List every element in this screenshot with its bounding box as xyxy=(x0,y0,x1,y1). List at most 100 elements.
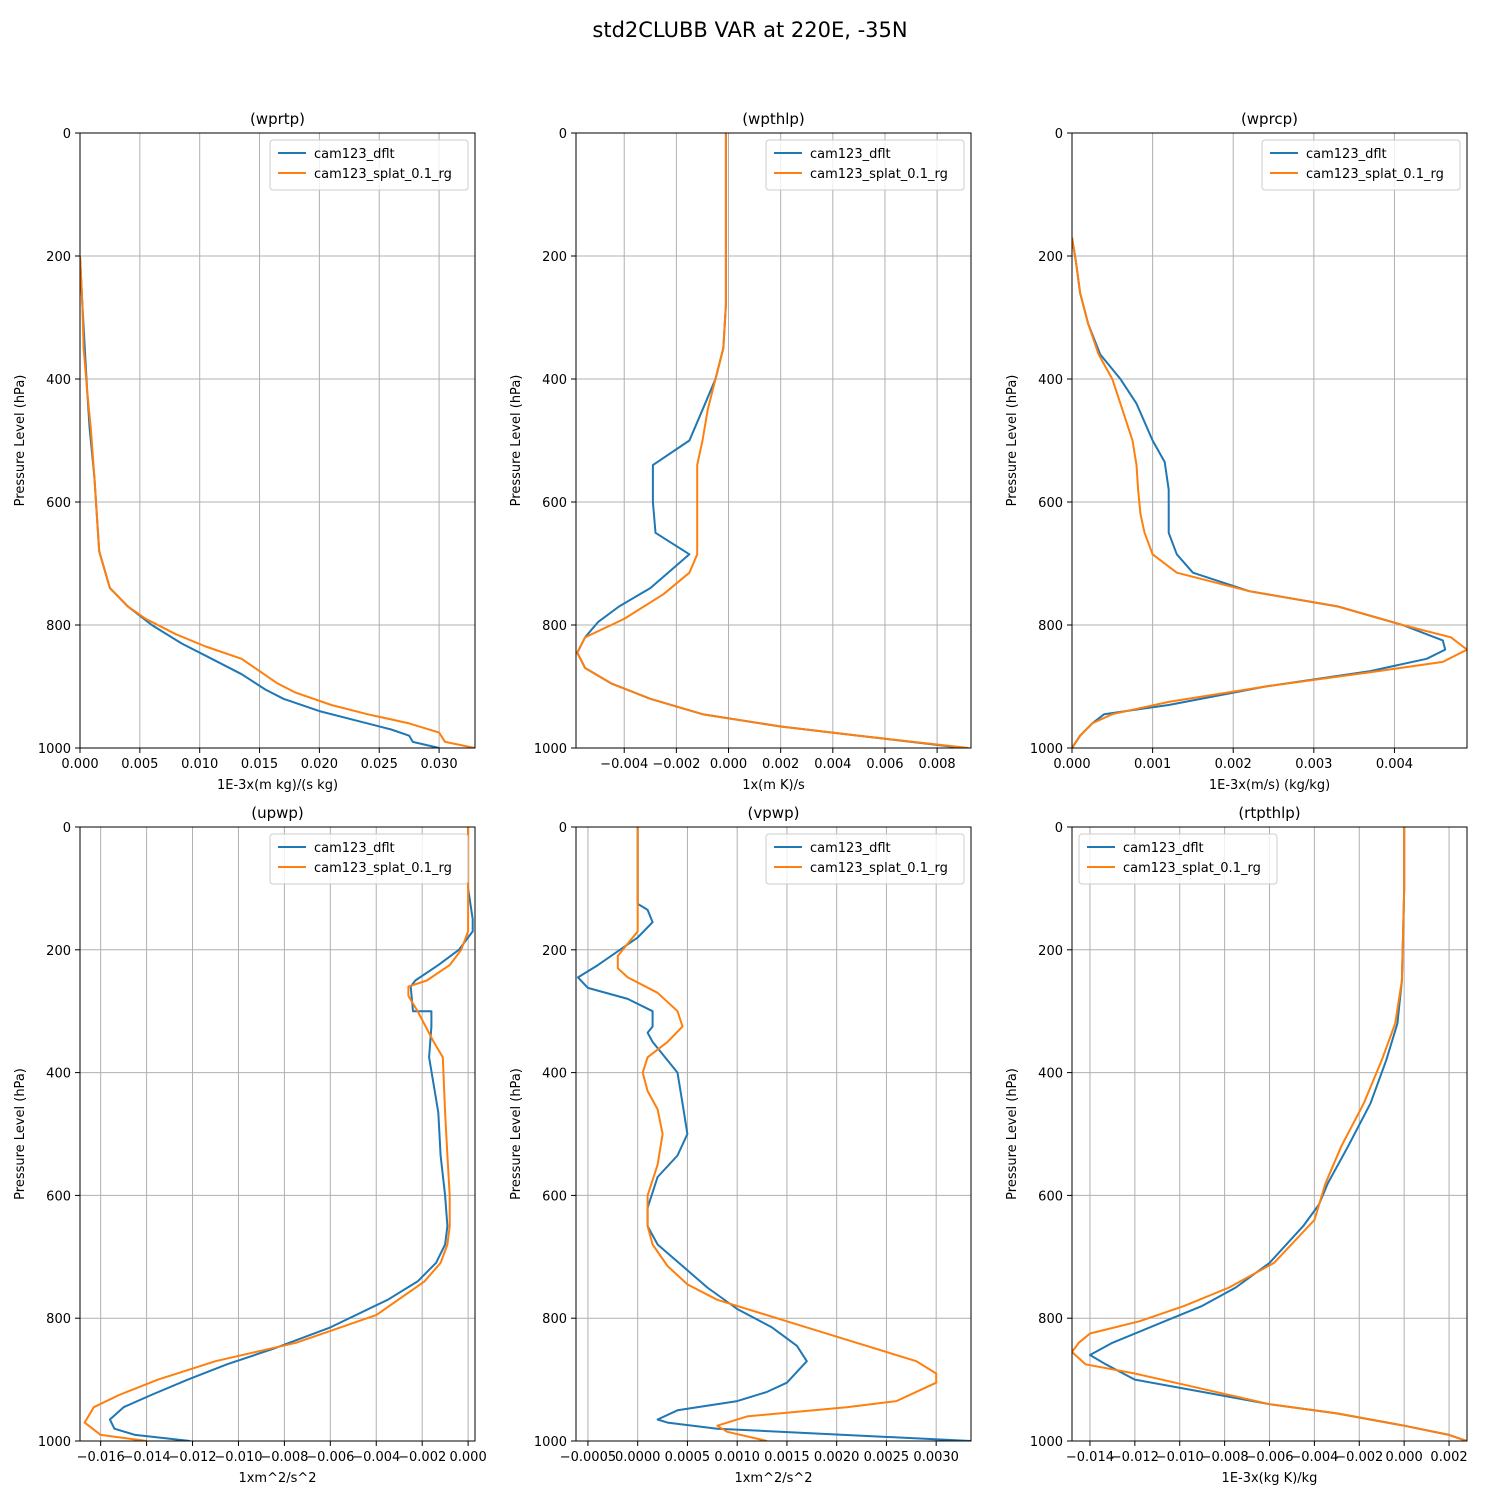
x-tick-label: −0.010 xyxy=(214,1450,262,1465)
subplot-title: (wpthlp) xyxy=(742,110,805,128)
x-axis-label: 1E-3x(kg K)/kg xyxy=(1222,1471,1318,1486)
x-tick-label: 0.000 xyxy=(1386,1450,1423,1465)
y-tick-label: 800 xyxy=(542,619,567,634)
y-tick-label: 400 xyxy=(542,373,567,388)
x-axis-label: 1E-3x(m/s) (kg/kg) xyxy=(1209,778,1330,793)
legend-box xyxy=(765,139,965,191)
x-tick-label: −0.004 xyxy=(352,1450,400,1465)
x-tick-label: −0.014 xyxy=(123,1450,171,1465)
legend-label: cam123_splat_0.1_rg xyxy=(314,861,452,876)
y-tick-label: 200 xyxy=(1038,944,1063,959)
gridlines xyxy=(1072,826,1467,1442)
series-line-cam123_dflt xyxy=(108,827,474,1441)
x-tick-label: 0.005 xyxy=(121,757,158,772)
y-tick-label: 600 xyxy=(542,1189,567,1204)
axes-frame xyxy=(79,826,476,1442)
x-tick-label: 0.010 xyxy=(181,757,218,772)
legend-box xyxy=(1078,833,1278,885)
legend-label: cam123_dflt xyxy=(314,147,395,162)
y-tick-label: 200 xyxy=(46,944,71,959)
y-axis-label: Pressure Level (hPa) xyxy=(13,375,28,507)
x-tick-label: 0.000 xyxy=(710,757,747,772)
legend-label: cam123_splat_0.1_rg xyxy=(1306,167,1444,182)
x-tick-label: 0.006 xyxy=(866,757,903,772)
x-tick-label: −0.002 xyxy=(398,1450,446,1465)
subplots-grid: 0.000 0.005 0.010 0.015 0.020 0.025 0.030 0 200 4… xyxy=(13,110,1468,1486)
x-tick-label: 0.0010 xyxy=(714,1450,760,1465)
x-tick-label: −0.008 xyxy=(1201,1450,1249,1465)
axes-frame xyxy=(1071,132,1468,749)
y-tick-label: 0 xyxy=(559,127,567,142)
subplot-rtpthlp: −0.014−0.012−0.010−0.008−0.006−0.004−0.0… xyxy=(1005,804,1468,1486)
x-tick-label: −0.004 xyxy=(600,757,648,772)
x-tick-label: −0.006 xyxy=(306,1450,354,1465)
axes-frame xyxy=(575,132,972,749)
y-tick-label: 400 xyxy=(46,1067,71,1082)
x-tick-label: 0.0005 xyxy=(665,1450,711,1465)
series-group xyxy=(80,255,475,748)
subplot-wpthlp: −0.004 −0.002 0.000 0.002 0.004 0.006 0.008 0 20… xyxy=(509,110,972,793)
y-tick-label: 1000 xyxy=(1030,1435,1063,1450)
series-line-cam123_splat_0.1_rg xyxy=(616,827,938,1441)
series-line-cam123_splat_0.1_rg xyxy=(1072,237,1467,748)
x-tick-label: 0.008 xyxy=(918,757,955,772)
subplot-wprtp: 0.000 0.005 0.010 0.015 0.020 0.025 0.030 0 200 4… xyxy=(13,110,476,793)
y-tick-label: 800 xyxy=(46,619,71,634)
y-tick-label: 1000 xyxy=(534,742,567,757)
x-tick-label: 0.004 xyxy=(814,757,851,772)
y-tick-label: 600 xyxy=(46,496,71,511)
x-tick-label: 0.000 xyxy=(450,1450,487,1465)
x-tick-label: 0.0020 xyxy=(814,1450,860,1465)
series-line-cam123_splat_0.1_rg xyxy=(576,133,969,748)
x-tick-label: 0.020 xyxy=(301,757,338,772)
x-tick-label: 0.003 xyxy=(1295,757,1332,772)
subplot-wprcp: 0.000 0.001 0.002 0.003 0.004 0 200 400 600 800 10… xyxy=(1005,110,1468,793)
x-tick-label: 0.0025 xyxy=(864,1450,910,1465)
legend: cam123_dflt cam123_splat_0.1_rg xyxy=(765,139,965,191)
y-tick-label: 0 xyxy=(63,821,71,836)
legend: cam123_dflt cam123_splat_0.1_rg xyxy=(269,139,469,191)
axes-frame xyxy=(79,132,476,749)
x-axis-label: 1xm^2/s^2 xyxy=(238,1471,316,1486)
x-axis-label: 1xm^2/s^2 xyxy=(734,1471,812,1486)
x-tick-label: −0.002 xyxy=(1335,1450,1383,1465)
y-tick-label: 400 xyxy=(1038,1067,1063,1082)
legend-label: cam123_dflt xyxy=(314,841,395,856)
legend-box xyxy=(1261,139,1461,191)
legend-label: cam123_dflt xyxy=(810,147,891,162)
x-axis-label: 1E-3x(m kg)/(s kg) xyxy=(217,778,338,793)
x-tick-label: −0.002 xyxy=(652,757,700,772)
y-tick-label: 0 xyxy=(1055,821,1063,836)
y-tick-label: 1000 xyxy=(534,1435,567,1450)
legend-label: cam123_splat_0.1_rg xyxy=(810,167,948,182)
y-axis-label: Pressure Level (hPa) xyxy=(1005,1068,1020,1200)
subplot-title: (upwp) xyxy=(251,804,304,822)
subplot-title: (rtpthlp) xyxy=(1238,804,1300,822)
subplot-title: (wprtp) xyxy=(250,110,305,128)
x-tick-label: −0.008 xyxy=(260,1450,308,1465)
legend-box xyxy=(269,833,469,885)
legend: cam123_dflt cam123_splat_0.1_rg xyxy=(1078,833,1278,885)
y-axis-label: Pressure Level (hPa) xyxy=(13,1068,28,1200)
x-tick-label: −0.014 xyxy=(1066,1450,1114,1465)
series-group xyxy=(1072,827,1467,1441)
y-tick-label: 800 xyxy=(46,1312,71,1327)
series-group xyxy=(1072,237,1467,748)
series-group xyxy=(83,827,474,1441)
y-axis-label: Pressure Level (hPa) xyxy=(509,1068,524,1200)
y-tick-label: 600 xyxy=(542,496,567,511)
x-tick-label: 0.000 xyxy=(1053,757,1090,772)
legend-box xyxy=(269,139,469,191)
series-line-cam123_splat_0.1_rg xyxy=(83,827,470,1441)
y-tick-label: 400 xyxy=(1038,373,1063,388)
series-line-cam123_dflt xyxy=(577,827,971,1441)
y-tick-label: 200 xyxy=(542,250,567,265)
y-axis-label: Pressure Level (hPa) xyxy=(509,375,524,507)
legend: cam123_dflt cam123_splat_0.1_rg xyxy=(269,833,469,885)
x-tick-label: 0.002 xyxy=(762,757,799,772)
x-tick-label: 0.0015 xyxy=(764,1450,810,1465)
legend: cam123_dflt cam123_splat_0.1_rg xyxy=(765,833,965,885)
y-tick-label: 600 xyxy=(1038,1189,1063,1204)
